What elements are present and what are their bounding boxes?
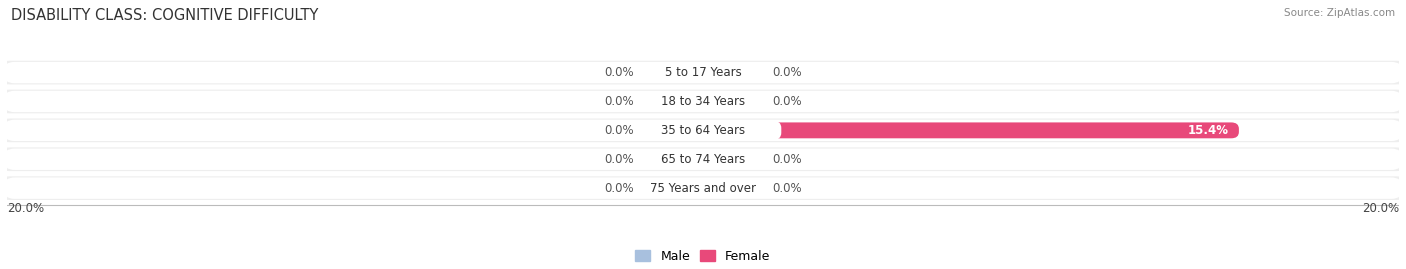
Text: 0.0%: 0.0% <box>773 153 803 166</box>
FancyBboxPatch shape <box>624 63 782 82</box>
Text: 75 Years and over: 75 Years and over <box>650 182 756 195</box>
FancyBboxPatch shape <box>4 62 1402 83</box>
FancyBboxPatch shape <box>0 147 1406 171</box>
FancyBboxPatch shape <box>640 180 703 196</box>
Text: 15.4%: 15.4% <box>1188 124 1229 137</box>
FancyBboxPatch shape <box>703 151 766 167</box>
Text: 0.0%: 0.0% <box>773 182 803 195</box>
FancyBboxPatch shape <box>640 122 703 138</box>
FancyBboxPatch shape <box>640 94 703 109</box>
FancyBboxPatch shape <box>0 176 1406 200</box>
FancyBboxPatch shape <box>4 148 1402 170</box>
Text: 0.0%: 0.0% <box>603 182 633 195</box>
Text: 0.0%: 0.0% <box>603 124 633 137</box>
FancyBboxPatch shape <box>4 120 1402 141</box>
FancyBboxPatch shape <box>703 122 1239 138</box>
FancyBboxPatch shape <box>0 61 1406 84</box>
FancyBboxPatch shape <box>624 178 782 198</box>
FancyBboxPatch shape <box>624 92 782 111</box>
FancyBboxPatch shape <box>703 180 766 196</box>
Text: 18 to 34 Years: 18 to 34 Years <box>661 95 745 108</box>
Text: 20.0%: 20.0% <box>1362 202 1399 215</box>
FancyBboxPatch shape <box>4 178 1402 199</box>
Text: 65 to 74 Years: 65 to 74 Years <box>661 153 745 166</box>
Text: 0.0%: 0.0% <box>603 95 633 108</box>
Text: 20.0%: 20.0% <box>7 202 44 215</box>
Text: 0.0%: 0.0% <box>603 153 633 166</box>
Text: 5 to 17 Years: 5 to 17 Years <box>665 66 741 79</box>
Text: DISABILITY CLASS: COGNITIVE DIFFICULTY: DISABILITY CLASS: COGNITIVE DIFFICULTY <box>11 8 319 23</box>
FancyBboxPatch shape <box>0 119 1406 142</box>
FancyBboxPatch shape <box>624 150 782 169</box>
FancyBboxPatch shape <box>640 151 703 167</box>
FancyBboxPatch shape <box>703 94 766 109</box>
Text: Source: ZipAtlas.com: Source: ZipAtlas.com <box>1284 8 1395 18</box>
FancyBboxPatch shape <box>624 121 782 140</box>
Text: 35 to 64 Years: 35 to 64 Years <box>661 124 745 137</box>
Text: 0.0%: 0.0% <box>773 66 803 79</box>
Text: 0.0%: 0.0% <box>773 95 803 108</box>
FancyBboxPatch shape <box>703 65 766 80</box>
FancyBboxPatch shape <box>640 65 703 80</box>
Text: 0.0%: 0.0% <box>603 66 633 79</box>
FancyBboxPatch shape <box>4 91 1402 112</box>
Legend: Male, Female: Male, Female <box>636 250 770 263</box>
FancyBboxPatch shape <box>0 90 1406 113</box>
